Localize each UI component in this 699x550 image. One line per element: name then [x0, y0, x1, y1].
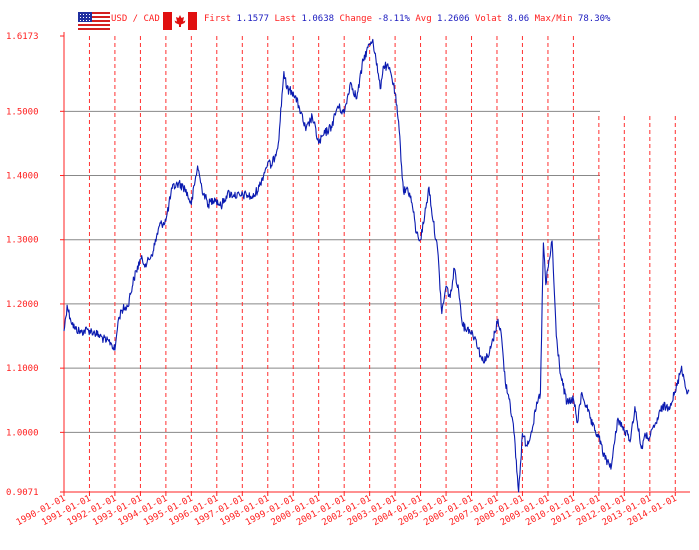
- y-tick-label: 1.0000: [6, 428, 39, 438]
- stat-label: Volat: [474, 14, 508, 24]
- stat-value: 1.1577: [236, 14, 270, 24]
- stats-line: First 1.1577 Last 1.0638 Change -8.11% A…: [204, 14, 610, 24]
- stat-label: Last: [274, 14, 302, 24]
- currency-pair-label: USD / CAD: [111, 14, 160, 24]
- stat-value: 8.06: [507, 14, 530, 24]
- y-tick-label: 1.4000: [6, 172, 39, 182]
- stat-label: Avg: [415, 14, 438, 24]
- y-tick-label: 1.3000: [6, 236, 39, 246]
- stat-label: Change: [339, 14, 378, 24]
- stat-value: 1.0638: [301, 14, 335, 24]
- canada-flag-icon: [163, 12, 197, 30]
- usa-flag-icon: [78, 12, 110, 30]
- stat-value: 78.30%: [577, 14, 611, 24]
- stat-label: First: [204, 14, 237, 24]
- y-tick-label: 0.9071: [6, 488, 39, 498]
- series-line: [63, 38, 690, 493]
- stat-label: Max/Min: [534, 14, 578, 24]
- y-tick-label: 1.1000: [6, 364, 39, 374]
- stat-value: 1.2606: [437, 14, 470, 24]
- stat-value: -8.11%: [377, 14, 410, 24]
- y-tick-label: 1.6173: [6, 32, 39, 42]
- y-tick-label: 1.2000: [6, 300, 39, 310]
- y-tick-label: 1.5000: [6, 107, 39, 117]
